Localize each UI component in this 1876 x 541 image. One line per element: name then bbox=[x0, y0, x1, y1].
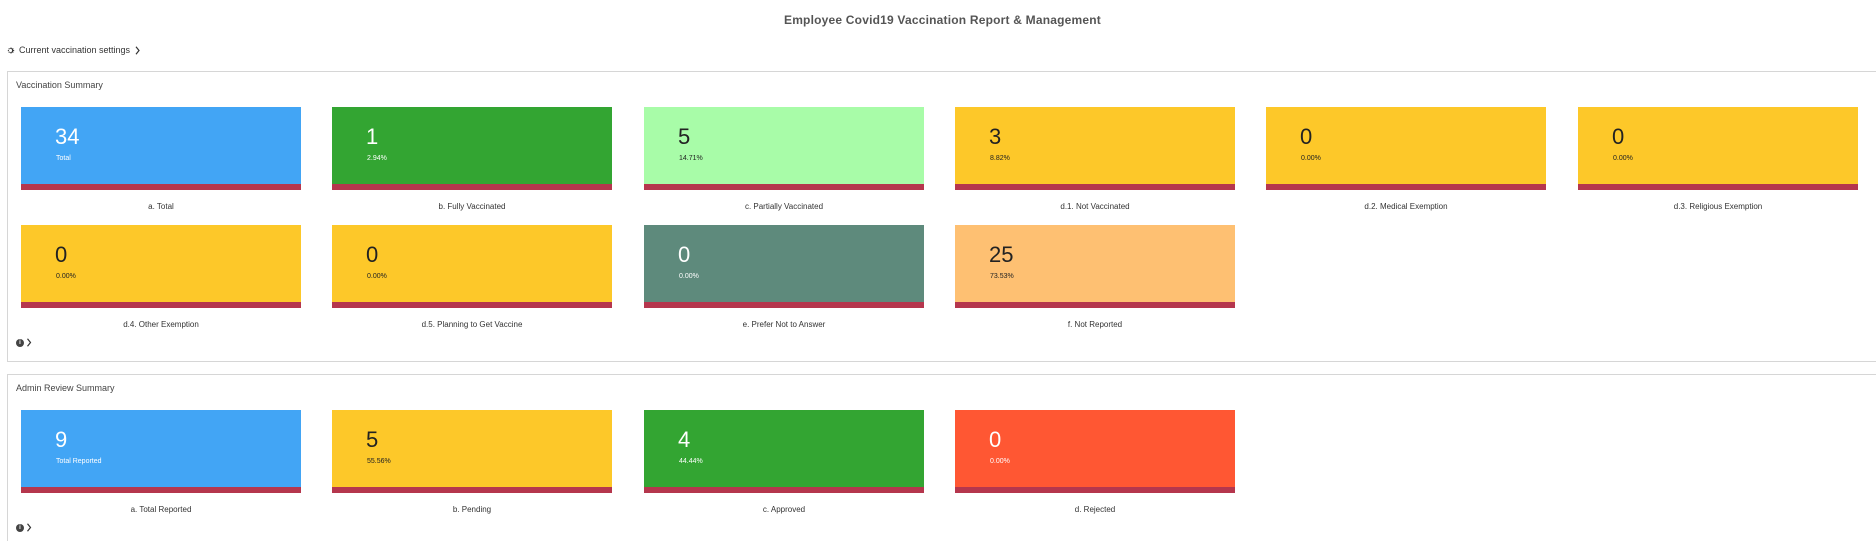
summary-tile[interactable]: 0 0.00% bbox=[1578, 107, 1858, 190]
tile-label: d.4. Other Exemption bbox=[123, 320, 199, 329]
tile-percentage: 14.71% bbox=[679, 155, 703, 162]
tile-count: 0 bbox=[55, 242, 68, 267]
tile-label: e. Prefer Not to Answer bbox=[742, 320, 826, 329]
tile-count: 5 bbox=[366, 427, 379, 452]
tile-count: 0 bbox=[1612, 124, 1625, 149]
tile-percentage: 73.53% bbox=[990, 273, 1014, 280]
chevron-right-icon bbox=[135, 45, 140, 55]
tile-label: b. Pending bbox=[452, 505, 492, 514]
chevron-right-icon bbox=[27, 523, 32, 532]
tile-label: f. Not Reported bbox=[1067, 320, 1123, 329]
tile-percentage: 8.82% bbox=[990, 155, 1010, 162]
chevron-right-icon bbox=[27, 338, 32, 347]
summary-tile[interactable]: 9 Total Reported bbox=[21, 410, 301, 493]
tile-percentage: 0.00% bbox=[367, 273, 387, 280]
panel-title: Admin Review Summary bbox=[16, 383, 115, 393]
tile-percentage: Total Reported bbox=[56, 458, 102, 465]
tile-label: d.1. Not Vaccinated bbox=[1060, 202, 1130, 211]
tile-count: 0 bbox=[678, 242, 691, 267]
summary-tile[interactable]: 3 8.82% bbox=[955, 107, 1235, 190]
vaccination-summary-panel: Vaccination Summary 34 Total a. Total 1 2.94… bbox=[7, 71, 1876, 362]
tile-label: a. Total Reported bbox=[130, 505, 192, 514]
tile-percentage: 0.00% bbox=[1613, 155, 1633, 162]
tile-label: d.3. Religious Exemption bbox=[1673, 202, 1763, 211]
info-icon: i bbox=[16, 523, 24, 532]
tile-label: d.2. Medical Exemption bbox=[1364, 202, 1448, 211]
tile-count: 0 bbox=[989, 427, 1002, 452]
tile-percentage: 0.00% bbox=[679, 273, 699, 280]
summary-tile[interactable]: 0 0.00% bbox=[1266, 107, 1546, 190]
tile-label: a. Total bbox=[148, 202, 174, 211]
tile-percentage: 44.44% bbox=[679, 458, 703, 465]
admin-review-summary-panel: Admin Review Summary 9 Total Reported a. T… bbox=[7, 374, 1876, 541]
gear-icon bbox=[7, 46, 15, 54]
tile-label: c. Partially Vaccinated bbox=[744, 202, 824, 211]
tile-count: 0 bbox=[366, 242, 379, 267]
tile-label: d.5. Planning to Get Vaccine bbox=[421, 320, 523, 329]
info-icon: i bbox=[16, 338, 24, 347]
tile-label: b. Fully Vaccinated bbox=[438, 202, 506, 211]
tile-percentage: 55.56% bbox=[367, 458, 391, 465]
tile-count: 9 bbox=[55, 427, 68, 452]
summary-tile[interactable]: 34 Total bbox=[21, 107, 301, 190]
tile-percentage: Total bbox=[56, 155, 71, 162]
tile-count: 4 bbox=[678, 427, 691, 452]
summary-tile[interactable]: 0 0.00% bbox=[955, 410, 1235, 493]
tile-percentage: 0.00% bbox=[56, 273, 76, 280]
summary-tile[interactable]: 0 0.00% bbox=[644, 225, 924, 308]
tile-count: 0 bbox=[1300, 124, 1313, 149]
tile-count: 1 bbox=[366, 124, 379, 149]
current-vaccination-settings-link[interactable]: Current vaccination settings bbox=[6, 45, 141, 55]
summary-tile[interactable]: 1 2.94% bbox=[332, 107, 612, 190]
tile-count: 5 bbox=[678, 124, 691, 149]
tile-percentage: 0.00% bbox=[990, 458, 1010, 465]
tile-label: d. Rejected bbox=[1074, 505, 1116, 514]
settings-link-label: Current vaccination settings bbox=[19, 45, 131, 55]
panel-title: Vaccination Summary bbox=[16, 80, 103, 90]
summary-tile[interactable]: 25 73.53% bbox=[955, 225, 1235, 308]
tile-count: 25 bbox=[989, 242, 1014, 267]
vaccination-info-toggle[interactable]: i bbox=[16, 338, 32, 347]
tile-count: 3 bbox=[989, 124, 1002, 149]
tile-percentage: 2.94% bbox=[367, 155, 387, 162]
summary-tile[interactable]: 5 14.71% bbox=[644, 107, 924, 190]
tile-label: c. Approved bbox=[762, 505, 806, 514]
summary-tile[interactable]: 4 44.44% bbox=[644, 410, 924, 493]
summary-tile[interactable]: 5 55.56% bbox=[332, 410, 612, 493]
tile-percentage: 0.00% bbox=[1301, 155, 1321, 162]
admin-info-toggle[interactable]: i bbox=[16, 523, 32, 532]
summary-tile[interactable]: 0 0.00% bbox=[332, 225, 612, 308]
tile-count: 34 bbox=[55, 124, 80, 149]
page-title: Employee Covid19 Vaccination Report & Ma… bbox=[783, 13, 1101, 27]
summary-tile[interactable]: 0 0.00% bbox=[21, 225, 301, 308]
